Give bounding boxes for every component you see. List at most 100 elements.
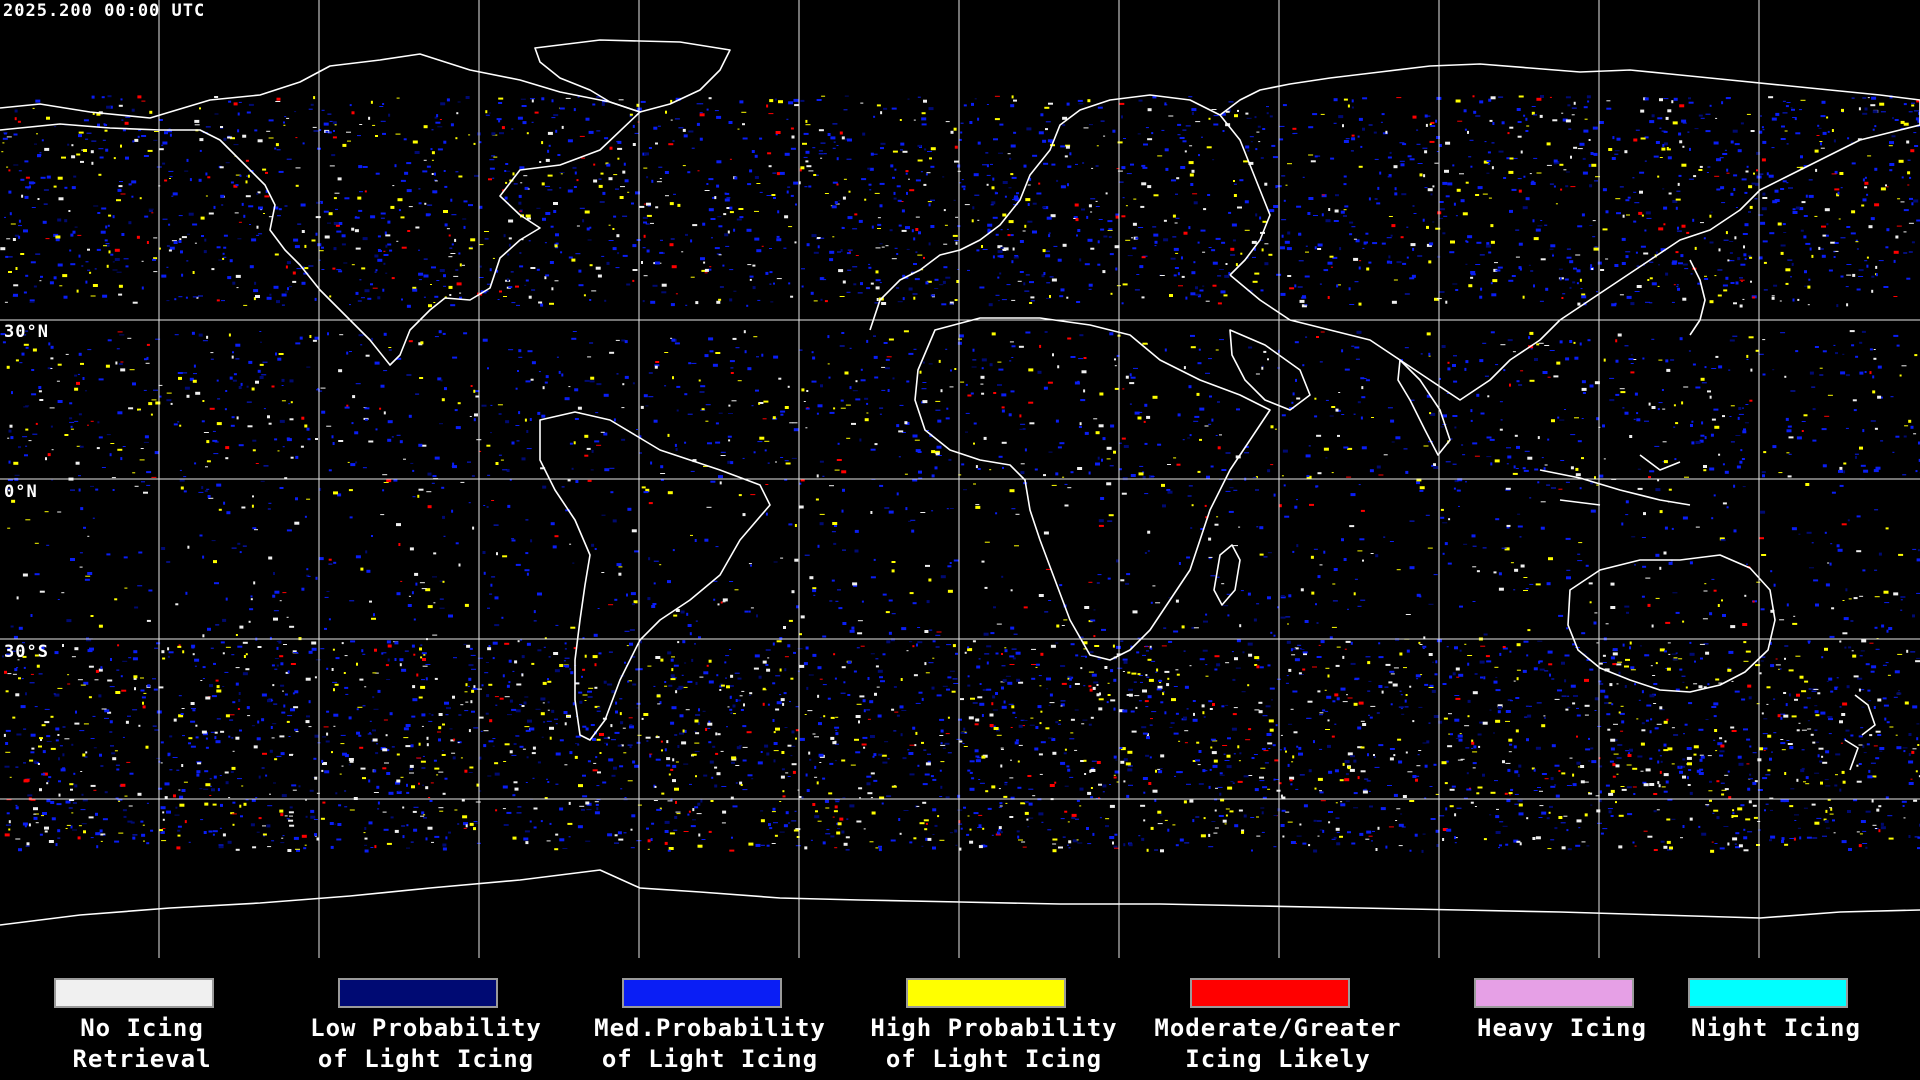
icing-pixel xyxy=(775,131,781,134)
icing-pixel xyxy=(1673,426,1676,428)
icing-pixel xyxy=(1528,264,1531,266)
icing-pixel xyxy=(869,189,872,191)
icing-pixel xyxy=(1161,129,1165,131)
icing-pixel xyxy=(1518,242,1523,246)
icing-pixel xyxy=(351,264,355,266)
icing-pixel xyxy=(418,488,424,491)
icing-pixel xyxy=(9,212,12,216)
icing-pixel xyxy=(1252,477,1257,478)
icing-pixel xyxy=(877,223,882,226)
icing-pixel xyxy=(1885,246,1889,249)
icing-pixel xyxy=(69,402,73,405)
icing-pixel xyxy=(1281,219,1287,221)
icing-pixel xyxy=(1423,636,1426,640)
icing-pixel xyxy=(1140,205,1145,208)
icing-pixel xyxy=(1710,211,1713,213)
icing-pixel xyxy=(1127,768,1133,772)
icing-pixel xyxy=(591,290,597,292)
icing-pixel xyxy=(485,110,488,114)
icing-pixel xyxy=(66,619,72,623)
icing-pixel xyxy=(795,737,797,740)
icing-pixel xyxy=(106,553,111,556)
icing-pixel xyxy=(504,170,507,172)
icing-pixel xyxy=(650,300,656,304)
icing-pixel xyxy=(715,441,721,444)
icing-pixel xyxy=(1610,815,1614,817)
icing-pixel xyxy=(1662,188,1665,190)
icing-pixel xyxy=(608,604,614,606)
icing-pixel xyxy=(761,245,764,247)
icing-pixel xyxy=(489,159,495,161)
icing-pixel xyxy=(1351,345,1355,347)
icing-pixel xyxy=(927,837,932,841)
icing-pixel xyxy=(1190,183,1194,186)
icing-pixel xyxy=(141,100,146,102)
icing-pixel xyxy=(1193,261,1196,264)
icing-pixel xyxy=(576,179,579,182)
icing-pixel xyxy=(924,148,927,151)
icing-pixel xyxy=(1222,130,1225,132)
icing-pixel xyxy=(1406,256,1409,259)
icing-pixel xyxy=(1581,387,1587,391)
icing-pixel xyxy=(750,494,756,496)
icing-pixel xyxy=(1771,147,1775,149)
icing-pixel xyxy=(439,607,445,609)
icing-pixel xyxy=(1874,626,1878,629)
icing-pixel xyxy=(1704,275,1707,277)
icing-pixel xyxy=(1581,293,1586,296)
icing-pixel xyxy=(162,141,168,145)
icing-pixel xyxy=(370,100,373,104)
icing-pixel xyxy=(854,529,859,533)
icing-pixel xyxy=(412,140,418,144)
icing-pixel xyxy=(985,152,989,154)
icing-pixel xyxy=(764,440,770,442)
icing-pixel xyxy=(541,414,546,418)
icing-pixel xyxy=(747,183,752,186)
icing-pixel xyxy=(1568,128,1572,130)
icing-pixel xyxy=(1323,447,1329,451)
icing-pixel xyxy=(891,258,897,260)
icing-pixel xyxy=(1800,769,1805,773)
icing-pixel xyxy=(759,436,765,440)
icing-pixel xyxy=(1800,229,1804,232)
icing-pixel xyxy=(706,108,709,111)
icing-pixel xyxy=(112,261,115,263)
icing-pixel xyxy=(739,216,744,219)
icing-pixel xyxy=(1020,423,1026,425)
icing-pixel xyxy=(1822,234,1827,237)
icing-pixel xyxy=(722,598,728,602)
icing-pixel xyxy=(128,183,132,186)
icing-pixel xyxy=(1719,737,1723,740)
icing-pixel xyxy=(875,279,881,282)
icing-pixel xyxy=(1566,256,1572,259)
icing-pixel xyxy=(152,258,156,261)
icing-pixel xyxy=(1682,263,1688,266)
icing-pixel xyxy=(800,479,805,482)
icing-pixel xyxy=(1040,113,1044,117)
icing-pixel xyxy=(1074,203,1079,207)
icing-pixel xyxy=(308,265,314,267)
icing-pixel xyxy=(999,272,1002,275)
icing-pixel xyxy=(1457,120,1463,122)
icing-pixel xyxy=(355,555,361,559)
icing-pixel xyxy=(618,566,623,568)
icing-pixel xyxy=(274,147,277,150)
icing-pixel xyxy=(1596,291,1598,293)
icing-pixel xyxy=(837,828,840,829)
icing-pixel xyxy=(34,542,39,544)
icing-pixel xyxy=(529,418,532,421)
icing-pixel xyxy=(1744,422,1749,424)
icing-pixel xyxy=(615,267,620,269)
icing-pixel xyxy=(1785,282,1789,285)
icing-pixel xyxy=(315,576,318,580)
icing-pixel xyxy=(1746,358,1749,360)
icing-pixel xyxy=(462,218,467,220)
icing-pixel xyxy=(1625,500,1629,504)
icing-pixel xyxy=(301,230,305,233)
icing-pixel xyxy=(1291,401,1294,404)
icing-pixel xyxy=(775,133,778,136)
icing-pixel xyxy=(74,784,78,788)
icing-pixel xyxy=(632,382,635,385)
icing-pixel xyxy=(527,188,530,190)
icing-pixel xyxy=(704,272,708,274)
